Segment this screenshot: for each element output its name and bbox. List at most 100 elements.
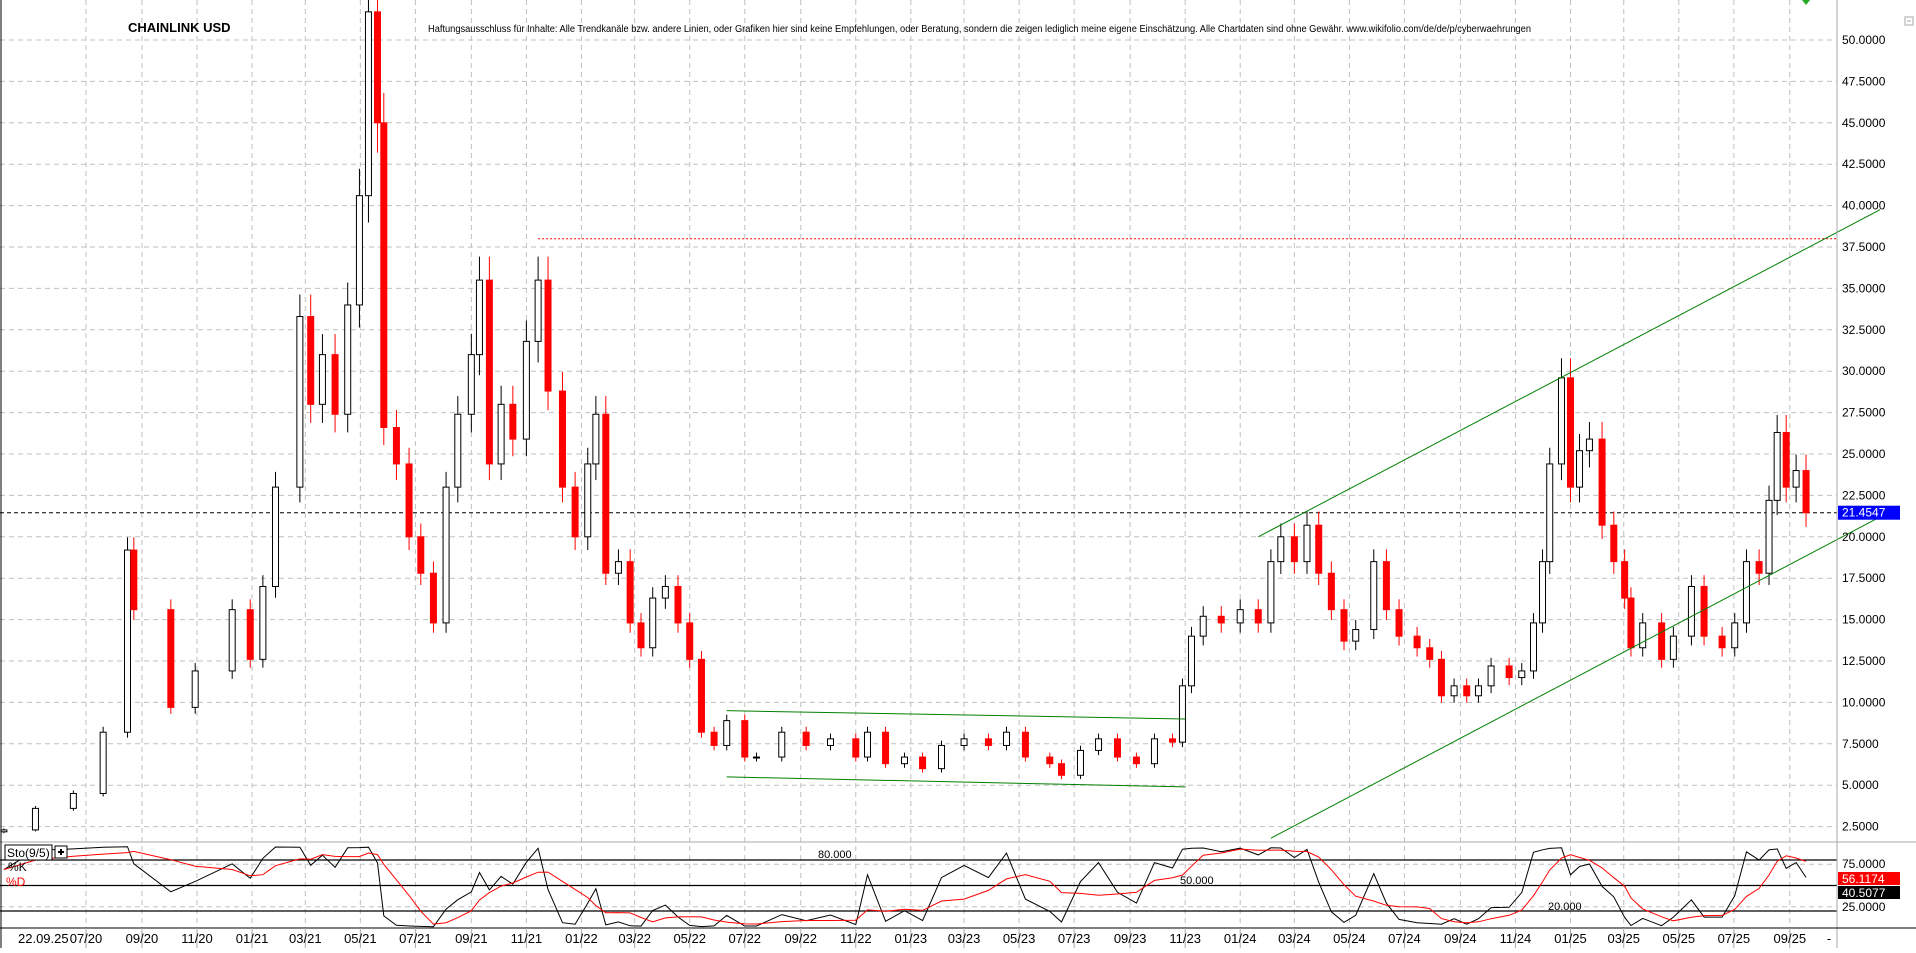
price-tick-label: 27.5000 (1842, 406, 1886, 420)
candle-down (1782, 431, 1790, 488)
candle-up (497, 403, 505, 465)
stoch-d-value-label: 56.1174 (1838, 872, 1900, 886)
candle-up (259, 585, 267, 660)
price-tick-label: 12.5000 (1842, 654, 1886, 668)
price-tick-label: 47.5000 (1842, 74, 1886, 88)
time-tick-label: 07/23 (1058, 931, 1091, 946)
horizontal-levels (0, 0, 1837, 514)
candle-down (882, 731, 890, 765)
candle-up (960, 738, 968, 746)
time-axis[interactable]: 22.09.25 07/20 09/20 11/20 01/21 03/21 05/21 07… (18, 928, 1831, 948)
candle-up (1518, 670, 1526, 679)
candle-up (1095, 738, 1103, 751)
time-tick-label: 11/24 (1500, 931, 1532, 946)
time-tick-label: 05/24 (1333, 931, 1366, 946)
candle-up (614, 561, 622, 574)
candle-up (827, 738, 835, 746)
time-tick-label: 11/23 (1169, 931, 1201, 946)
svg-text:56.1174: 56.1174 (1842, 872, 1885, 886)
price-tick-label: 5.0000 (1842, 778, 1879, 792)
candle-up (778, 731, 786, 758)
candle-up (649, 597, 657, 649)
candle-up (344, 304, 352, 415)
candle-down (485, 279, 493, 465)
collapse-icon[interactable] (1904, 16, 1914, 26)
candle-down (1505, 665, 1513, 679)
candle-up (864, 731, 872, 758)
candle-up (1687, 585, 1695, 637)
candle-up (1773, 431, 1781, 501)
candle-up (318, 354, 326, 405)
candle-up (475, 279, 483, 356)
candle-up (1585, 438, 1593, 452)
price-tick-label: 7.5000 (1842, 737, 1879, 751)
candle-down (571, 486, 579, 538)
disclaimer-text: Haftungsausschluss für Inhalte: Alle Tre… (428, 24, 1531, 35)
candle-up (522, 340, 530, 440)
price-axis[interactable]: 2.5000 5.0000 7.5000 10.0000 12.5000 15.0000 1… (1842, 33, 1886, 834)
time-tick-label: 01/22 (565, 931, 598, 946)
price-tick-label: 45.0000 (1842, 116, 1886, 130)
candle-down (1463, 685, 1471, 697)
candle-down (509, 403, 517, 440)
trend-line (1270, 516, 1881, 839)
time-tick-label: 03/23 (948, 931, 981, 946)
candle-up (1792, 470, 1800, 488)
candle-down (405, 463, 413, 538)
candle-down (429, 572, 437, 624)
time-tick-label: 03/21 (289, 931, 322, 946)
svg-text:21.4547: 21.4547 (1842, 506, 1886, 520)
candle-down (1598, 438, 1606, 526)
candle-up (1742, 561, 1750, 624)
time-tick-label: 09/21 (455, 931, 488, 946)
candle-up (124, 549, 132, 733)
candle-down (380, 122, 388, 429)
candle-up (753, 756, 761, 759)
grid (0, 0, 1837, 928)
trend-line (1258, 209, 1881, 538)
level-80-label: 80.000 (818, 849, 852, 861)
candle-down (1046, 756, 1054, 765)
candle-down (246, 609, 254, 660)
candle-up (355, 195, 363, 306)
candle-up (31, 807, 39, 831)
stochastic-title[interactable]: Sto(9/5) (4, 844, 53, 861)
candle-down (1132, 756, 1140, 765)
time-tick-label: 09/24 (1444, 931, 1477, 946)
candle-up (1487, 665, 1495, 687)
time-start-label: 22.09.25 (18, 931, 69, 946)
candle-down (373, 11, 381, 124)
add-indicator-icon[interactable] (54, 845, 68, 859)
price-tick-label: 15.0000 (1842, 613, 1886, 627)
time-tick-label: 03/22 (618, 931, 651, 946)
candle-up (938, 744, 946, 770)
candle-down (1395, 609, 1403, 637)
time-tick-label: 01/24 (1224, 931, 1257, 946)
candle-up (1546, 463, 1554, 563)
candle-down (1621, 561, 1629, 599)
candle-down (1021, 731, 1029, 758)
time-tick-label: 05/22 (673, 931, 706, 946)
candle-down (1169, 738, 1177, 743)
candle-down (130, 549, 138, 611)
time-tick-label: 09/23 (1114, 931, 1147, 946)
trend-line (726, 710, 1186, 720)
candle-up (1267, 561, 1275, 624)
candle-down (1718, 635, 1726, 649)
candle-up (191, 670, 199, 708)
time-tick-label: 09/25 (1774, 931, 1807, 946)
price-tick-label: 32.5000 (1842, 323, 1886, 337)
candle-down (741, 720, 749, 758)
level-50-label: 50.000 (1180, 875, 1214, 887)
candle-down (1437, 658, 1445, 697)
candle-up (1539, 561, 1547, 624)
time-tick-label: 01/25 (1554, 931, 1587, 946)
time-tick-label: 09/22 (784, 931, 817, 946)
trend-line (726, 776, 1186, 788)
svg-text:40.5077: 40.5077 (1842, 886, 1886, 900)
candle-up (364, 11, 372, 197)
candle-up (584, 463, 592, 538)
candle-up (467, 354, 475, 415)
candle-up (0, 829, 8, 833)
price-tick-label: 30.0000 (1842, 364, 1886, 378)
